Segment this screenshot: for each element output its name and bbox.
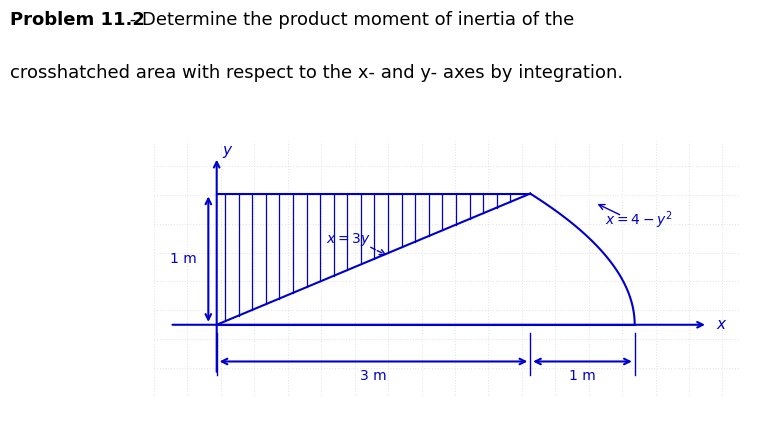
Text: y: y [222, 143, 231, 158]
Text: 3 m: 3 m [360, 370, 387, 383]
Text: 1 m: 1 m [569, 370, 596, 383]
Text: - Determine the product moment of inertia of the: - Determine the product moment of inerti… [124, 11, 574, 29]
Text: $x = 4 - y^2$: $x = 4 - y^2$ [605, 209, 673, 231]
Text: Problem 11.2: Problem 11.2 [10, 11, 145, 29]
Text: $x = 3y$: $x = 3y$ [326, 231, 371, 248]
Text: x: x [716, 317, 725, 332]
Text: 1 m: 1 m [170, 252, 196, 266]
Text: crosshatched area with respect to the x- and y- axes by integration.: crosshatched area with respect to the x-… [10, 64, 623, 82]
